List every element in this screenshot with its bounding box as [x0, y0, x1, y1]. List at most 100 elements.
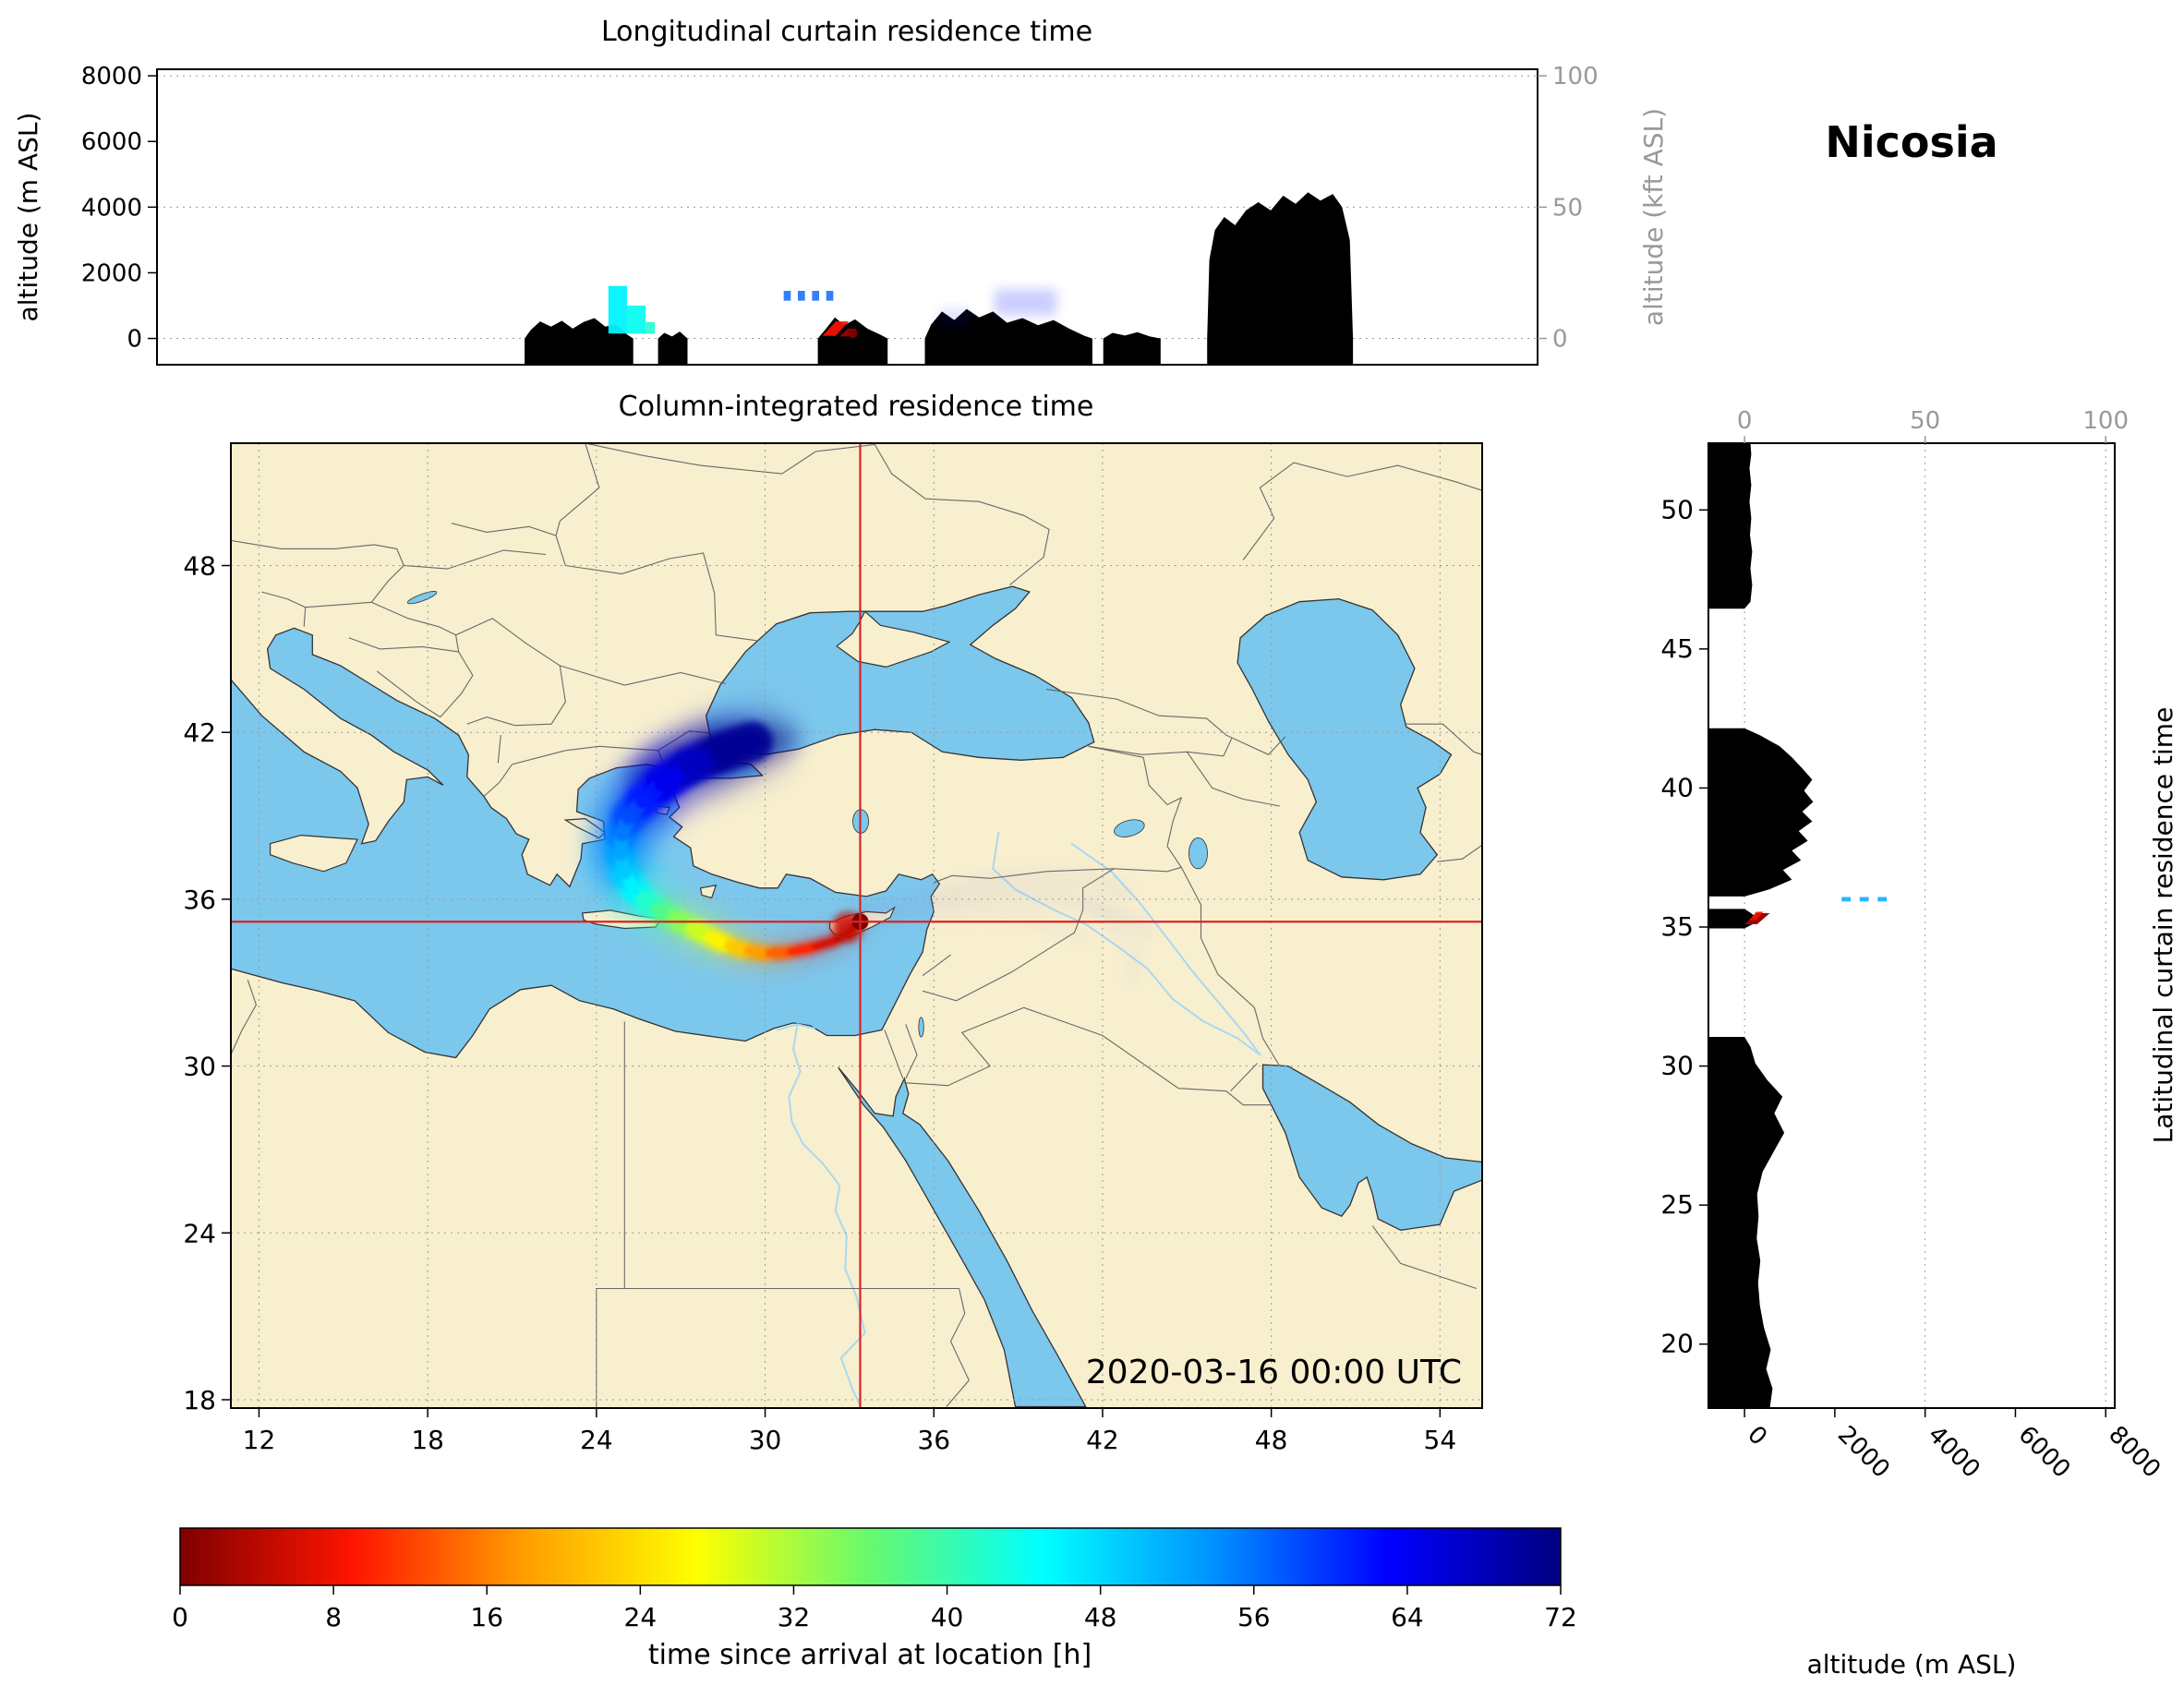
- residence-dash: [1841, 897, 1851, 902]
- country-border: [231, 980, 257, 1056]
- map-xtick-label: 18: [411, 1425, 444, 1455]
- country-border: [565, 745, 658, 752]
- country-border: [1242, 462, 1482, 560]
- country-border: [451, 523, 557, 536]
- map-xtick-label: 54: [1424, 1425, 1457, 1455]
- country-border: [585, 443, 875, 475]
- map-timestamp: 2020-03-16 00:00 UTC: [1086, 1354, 1462, 1391]
- residence-mark: [1749, 911, 1764, 921]
- country-border: [370, 601, 456, 636]
- map-ytick-label: 36: [183, 885, 216, 915]
- terrain-profile: [658, 331, 688, 365]
- colorbar-tick-label: 72: [1544, 1602, 1577, 1632]
- country-border: [555, 535, 566, 566]
- residence-dash: [812, 291, 820, 301]
- colorbar-label: time since arrival at location [h]: [648, 1639, 1092, 1671]
- island-crimea: [836, 610, 951, 668]
- right-clip-group: [1708, 443, 2106, 1408]
- plume-filament: [865, 888, 1154, 936]
- sea-caspian: [1237, 597, 1453, 881]
- right-ytick-label: 20: [1660, 1329, 1694, 1359]
- country-border: [1186, 751, 1280, 807]
- country-border: [455, 634, 460, 652]
- lake: [406, 591, 438, 605]
- country-border: [1437, 844, 1482, 862]
- right-panel-xlabel: altitude (m ASL): [1807, 1649, 2017, 1680]
- right-xtick-label: 2000: [1832, 1421, 1895, 1484]
- country-border: [884, 1030, 904, 1079]
- map-ytick-label: 48: [183, 551, 216, 582]
- plume-filament: [1083, 899, 1141, 988]
- map-ytick-label: 18: [183, 1385, 216, 1415]
- longitudinal-curtain-panel: [156, 68, 1538, 366]
- country-border: [348, 637, 459, 653]
- terrain-profile: [1708, 728, 1814, 897]
- country-border: [440, 651, 474, 717]
- country-border: [1180, 867, 1281, 1066]
- country-border: [550, 665, 566, 725]
- map-xtick-label: 30: [749, 1425, 782, 1455]
- plume-core: [612, 732, 862, 957]
- residence-dot: [848, 329, 858, 339]
- lake: [918, 1017, 924, 1038]
- residence-patch: [938, 308, 971, 326]
- map-ytick-label: 42: [183, 717, 216, 748]
- residence-patch: [608, 285, 627, 334]
- top-ytick-right-label: 50: [1552, 194, 1583, 222]
- right-ytick-label: 30: [1660, 1051, 1694, 1081]
- terrain-profile: [525, 318, 633, 365]
- right-xtick-top-label: 50: [1910, 407, 1940, 435]
- residence-mark: [822, 321, 850, 336]
- top-clip-group: [157, 75, 1538, 365]
- right-panel-title: Latitudinal curtain residence time: [2148, 707, 2178, 1144]
- country-border: [874, 444, 1050, 586]
- country-border: [376, 670, 441, 718]
- country-border: [946, 1288, 970, 1407]
- terrain-profile: [1708, 443, 1753, 609]
- country-border: [565, 558, 670, 575]
- colorbar-gradient-bar: [179, 1527, 1562, 1586]
- residence-dash: [1859, 897, 1869, 902]
- colorbar-tick-label: 8: [325, 1602, 342, 1632]
- river: [796, 1023, 815, 1030]
- top-panel-ylabel-left: altitude (m ASL): [13, 113, 43, 322]
- top-ytick-label: 8000: [81, 63, 142, 90]
- river: [1070, 842, 1261, 1056]
- country-border: [555, 443, 600, 536]
- right-xtick-label: 8000: [2103, 1421, 2166, 1484]
- plume-segment: [709, 732, 762, 763]
- sea-persian_gulf: [1261, 1064, 1482, 1231]
- terrain-profile: [1103, 331, 1161, 365]
- right-xtick-label: 4000: [1923, 1421, 1985, 1484]
- map-xtick-label: 48: [1255, 1425, 1288, 1455]
- right-ytick-label: 50: [1660, 494, 1694, 524]
- colorbar-panel: 0 8 16 24 32 40 48 56 64 72: [172, 1527, 1577, 1632]
- country-border: [231, 539, 404, 566]
- map-ytick-label: 30: [183, 1052, 216, 1082]
- residence-dash: [1877, 897, 1888, 902]
- colorbar-tick-label: 16: [470, 1602, 503, 1632]
- colorbar-tick-label: 40: [931, 1602, 964, 1632]
- map-xtick-label: 12: [243, 1425, 276, 1455]
- country-border: [483, 750, 566, 797]
- country-border: [669, 552, 757, 642]
- map-frame: [230, 442, 1483, 1409]
- top-ytick-label: 4000: [81, 194, 142, 222]
- terrain-profile: [1207, 192, 1354, 365]
- colorbar-tick-label: 56: [1237, 1602, 1271, 1632]
- country-border: [905, 1024, 918, 1079]
- sea-black_sea: [705, 585, 1095, 761]
- residence-dash: [797, 291, 805, 301]
- country-border: [497, 735, 501, 764]
- lake: [1114, 819, 1145, 837]
- top-ytick-right-label: 0: [1552, 326, 1568, 354]
- country-border: [305, 549, 547, 608]
- plume-segment: [807, 938, 837, 951]
- country-border: [1406, 723, 1482, 755]
- sea-red_sea: [838, 1066, 1087, 1408]
- country-border: [466, 717, 552, 727]
- map-clip-group: [231, 443, 1482, 1408]
- river: [777, 1023, 799, 1031]
